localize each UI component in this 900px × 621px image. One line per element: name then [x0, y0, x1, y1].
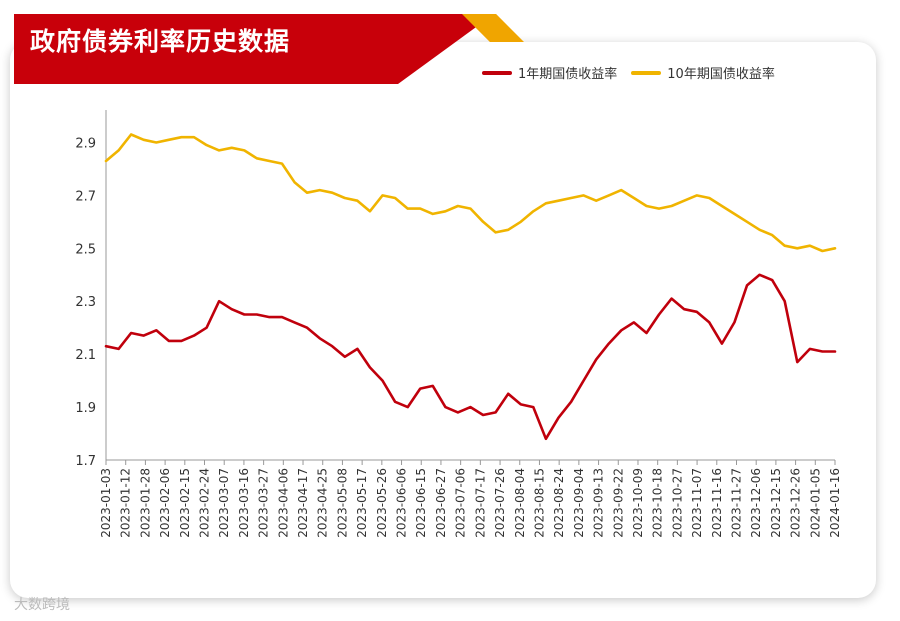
x-tick-label: 2023-10-18 — [651, 468, 665, 538]
x-tick-label: 2023-11-27 — [729, 468, 743, 538]
x-tick-label: 2023-08-04 — [513, 468, 527, 538]
y-tick-label: 2.9 — [75, 136, 96, 151]
x-tick-label: 2023-08-15 — [532, 468, 546, 538]
x-tick-label: 2023-03-07 — [217, 468, 231, 538]
x-tick-label: 2023-12-06 — [749, 468, 763, 538]
legend-label-10y: 10年期国债收益率 — [667, 67, 775, 82]
x-tick-label: 2024-01-16 — [828, 468, 842, 538]
x-tick-label: 2023-09-22 — [611, 468, 625, 538]
x-tick-label: 2023-01-28 — [138, 468, 152, 538]
x-tick-label: 2023-06-27 — [434, 468, 448, 538]
x-tick-label: 2023-11-07 — [690, 468, 704, 538]
x-tick-label: 2023-04-17 — [296, 468, 310, 538]
y-tick-label: 1.9 — [75, 401, 96, 416]
x-tick-label: 2023-03-16 — [237, 468, 251, 538]
x-tick-label: 2023-06-06 — [395, 468, 409, 538]
page-title: 政府债券利率历史数据 — [30, 27, 291, 56]
series-line-10y — [104, 133, 837, 253]
x-tick-label: 2023-02-06 — [158, 468, 172, 538]
legend-label-1y: 1年期国债收益率 — [518, 67, 618, 82]
x-tick-label: 2024-01-05 — [808, 468, 822, 538]
legend-item-10y: 10年期国债收益率 — [631, 63, 775, 82]
x-tick-label: 2023-08-24 — [552, 468, 566, 538]
y-tick-label: 2.1 — [75, 348, 96, 363]
legend-swatch-10y — [631, 70, 662, 75]
x-tick-label: 2023-05-26 — [375, 468, 389, 538]
x-tick-label: 2023-01-03 — [99, 468, 113, 538]
x-tick-label: 2023-06-15 — [414, 468, 428, 538]
series-line-1y — [104, 273, 837, 441]
x-tick-label: 2023-07-06 — [454, 468, 468, 538]
x-tick-label: 2023-05-08 — [335, 468, 349, 538]
y-tick-label: 2.5 — [75, 242, 96, 257]
x-tick-label: 2023-05-17 — [355, 468, 369, 538]
x-tick-label: 2023-12-26 — [789, 468, 803, 538]
y-tick-label: 2.7 — [75, 189, 96, 204]
x-tick-label: 2023-10-09 — [631, 468, 645, 538]
chart-card — [10, 42, 876, 598]
x-tick-label: 2023-07-26 — [493, 468, 507, 538]
watermark: 大数跨境 — [14, 597, 70, 613]
x-tick-label: 2023-04-25 — [316, 468, 330, 538]
x-tick-label: 2023-09-13 — [592, 468, 606, 538]
y-tick-label: 1.7 — [75, 454, 96, 469]
y-tick-label: 2.3 — [75, 295, 96, 310]
x-tick-label: 2023-03-27 — [257, 468, 271, 538]
x-tick-label: 2023-02-24 — [198, 468, 212, 538]
x-tick-label: 2023-10-27 — [670, 468, 684, 538]
x-tick-label: 2023-02-15 — [178, 468, 192, 538]
title-banner — [14, 14, 494, 84]
x-tick-label: 2023-09-04 — [572, 468, 586, 538]
x-tick-label: 2023-04-06 — [276, 468, 290, 538]
x-tick-label: 2023-01-12 — [119, 468, 133, 538]
legend-item-1y: 1年期国债收益率 — [482, 63, 617, 82]
x-tick-label: 2023-12-15 — [769, 468, 783, 538]
chart-legend: 1年期国债收益率 10年期国债收益率 — [482, 63, 789, 82]
legend-swatch-1y — [482, 70, 512, 75]
x-tick-label: 2023-11-16 — [710, 468, 724, 538]
x-tick-label: 2023-07-17 — [473, 468, 487, 538]
